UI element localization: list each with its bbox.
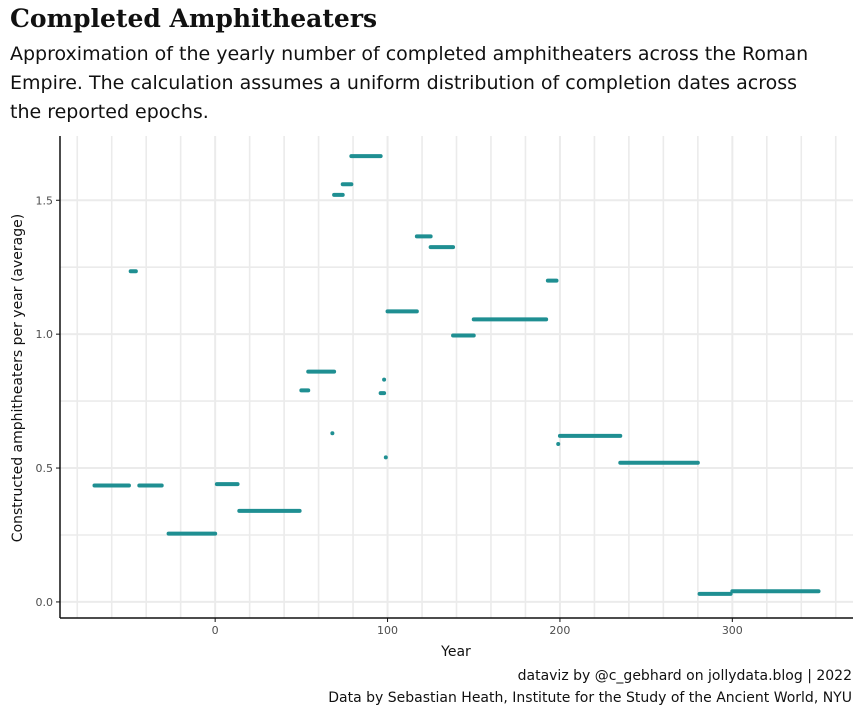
y-axis-label: Constructed amphitheaters per year (aver… (10, 214, 26, 542)
x-tick-label: 0 (212, 624, 219, 637)
chart-title: Completed Amphitheaters (10, 4, 378, 33)
grid (60, 136, 853, 618)
chart-subtitle: Approximation of the yearly number of co… (10, 43, 809, 123)
y-tick-label: 1.0 (36, 328, 54, 341)
source-caption: Data by Sebastian Heath, Institute for t… (328, 690, 852, 706)
y-tick-label: 0.0 (36, 596, 54, 609)
x-tick-label: 200 (549, 624, 570, 637)
tick-labels: 0 100 200 300 0.0 0.5 1.0 1.5 (36, 194, 743, 637)
axes (56, 136, 853, 622)
y-tick-label: 0.5 (36, 462, 54, 475)
credit-caption: dataviz by @c_gebhard on jollydata.blog … (517, 668, 852, 684)
x-tick-label: 300 (722, 624, 743, 637)
series-segments (92, 154, 821, 596)
x-tick-label: 100 (377, 624, 398, 637)
y-tick-label: 1.5 (36, 194, 54, 207)
x-axis-label: Year (440, 644, 471, 660)
